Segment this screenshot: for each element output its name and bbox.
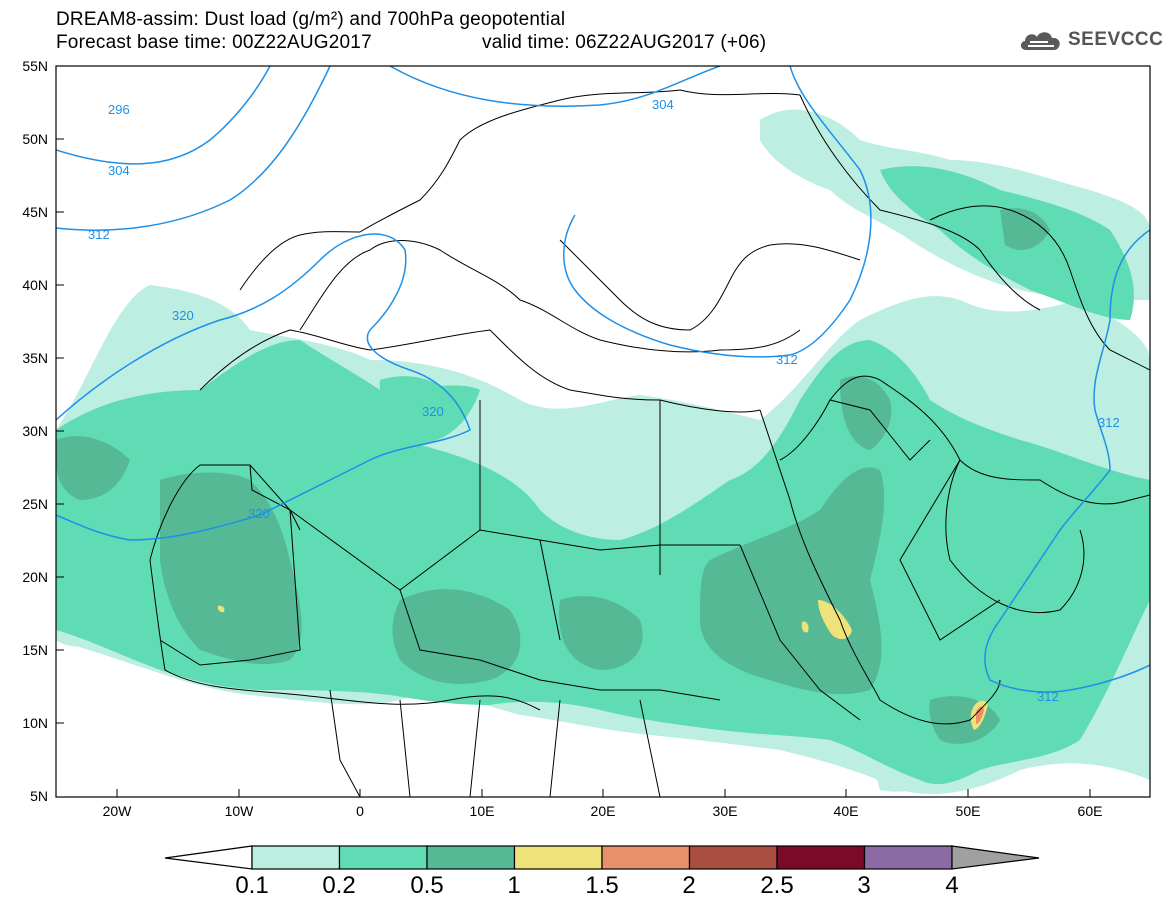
lat-label-5n: 5N <box>30 788 48 804</box>
lon-label-50e: 50E <box>955 803 981 819</box>
geopotential-contours <box>56 66 1150 693</box>
colorbar-label-6: 2.5 <box>760 872 794 899</box>
logo-text: SEEVCCC <box>1068 29 1164 50</box>
contour-labels: 296 304 304 312 320 320 320 312 312 312 <box>88 97 1120 704</box>
contour-label-296: 296 <box>108 102 130 117</box>
lon-label-0: 0 <box>356 803 364 819</box>
dust-dark-areas <box>56 208 1050 744</box>
lat-label-35n: 35N <box>22 350 48 366</box>
colorbar-segment-1 <box>338 845 428 870</box>
contour-label-304-north: 304 <box>652 97 674 112</box>
lat-label-15n: 15N <box>22 642 48 658</box>
colorbar-label-8: 4 <box>945 872 959 899</box>
lat-label-50n: 50N <box>22 131 48 147</box>
contour-label-312-levant: 312 <box>776 352 798 367</box>
cloud-icon <box>1020 32 1060 50</box>
lon-label-20w: 20W <box>102 803 132 819</box>
contour-label-312-arabia: 312 <box>1037 689 1059 704</box>
colorbar-label-0: 0.1 <box>235 872 269 899</box>
colorbar-segment-6 <box>776 845 866 870</box>
colorbar-label-2: 0.5 <box>410 872 444 899</box>
colorbar-segment-4 <box>601 845 691 870</box>
valid-time: valid time: 06Z22AUG2017 (+06) <box>482 32 767 53</box>
colorbar-max-arrow <box>951 845 1040 870</box>
lat-label-30n: 30N <box>22 423 48 439</box>
lon-label-10w: 10W <box>224 803 254 819</box>
colorbar-label-4: 1.5 <box>585 872 619 899</box>
lat-label-25n: 25N <box>22 496 48 512</box>
lon-label-60e: 60E <box>1077 803 1103 819</box>
lat-label-10n: 10N <box>22 715 48 731</box>
dust-very-high-areas <box>976 706 984 724</box>
map-title: DREAM8-assim: Dust load (g/m²) and 700hP… <box>56 9 566 30</box>
colorbar-segment-2 <box>426 845 516 870</box>
lat-label-40n: 40N <box>22 277 48 293</box>
colorbar-segment-7 <box>863 845 953 870</box>
axis-ticks <box>56 65 1091 797</box>
contour-label-312-iran: 312 <box>1098 415 1120 430</box>
lon-label-20e: 20E <box>590 803 616 819</box>
colorbar-label-1: 0.2 <box>322 872 356 899</box>
lat-label-45n: 45N <box>22 204 48 220</box>
forecast-base-time: Forecast base time: 00Z22AUG2017 <box>56 32 372 53</box>
contour-label-320-sahara: 320 <box>248 506 270 521</box>
contour-label-320-algeria: 320 <box>422 404 444 419</box>
contour-label-312-west: 312 <box>88 227 110 242</box>
colorbar-label-3: 1 <box>507 872 521 899</box>
colorbar-label-5: 2 <box>682 872 696 899</box>
colorbar-segment-5 <box>688 845 778 870</box>
lon-label-10e: 10E <box>469 803 495 819</box>
lat-label-20n: 20N <box>22 569 48 585</box>
lon-label-40e: 40E <box>833 803 859 819</box>
lon-label-30e: 30E <box>712 803 738 819</box>
seevccc-logo: SEEVCCC <box>1018 25 1163 55</box>
colorbar-segment-0 <box>251 845 341 870</box>
colorbar-label-7: 3 <box>857 872 871 899</box>
contour-label-320-spain: 320 <box>172 308 194 323</box>
colorbar-segment-3 <box>513 845 603 870</box>
coastlines <box>149 89 1150 797</box>
colorbar-min-arrow <box>164 845 253 870</box>
lat-label-55n: 55N <box>22 58 48 74</box>
contour-label-304-west: 304 <box>108 163 130 178</box>
